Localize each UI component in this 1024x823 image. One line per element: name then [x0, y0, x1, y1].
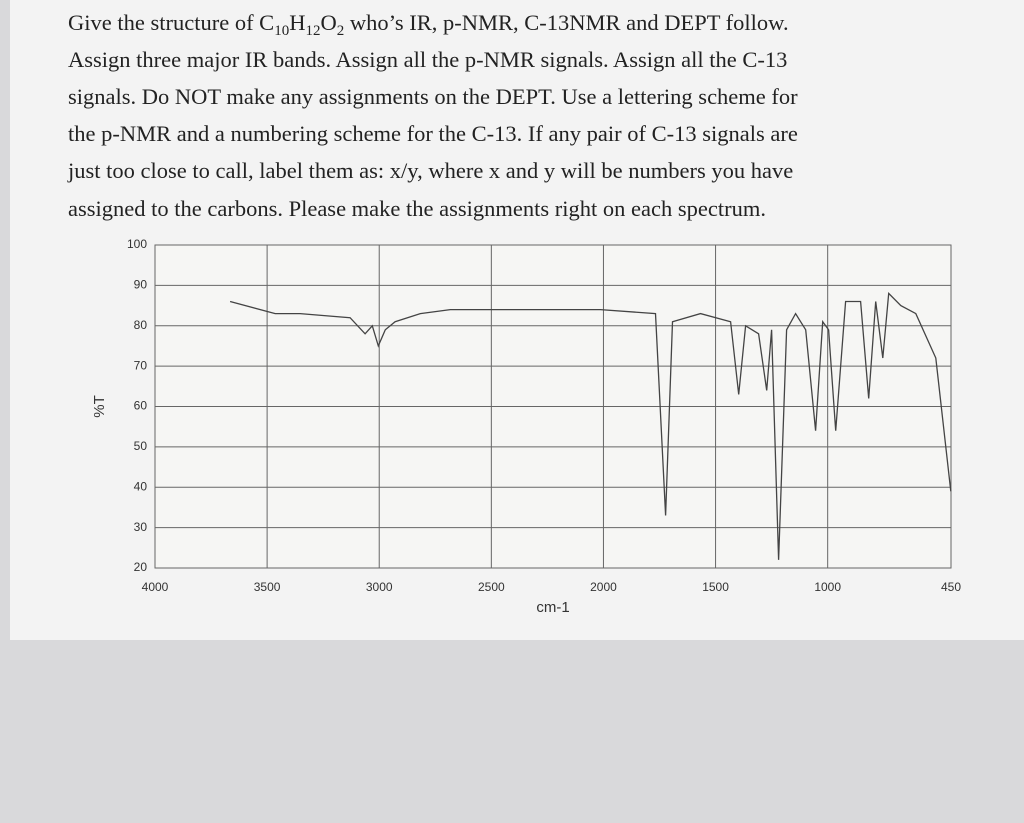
text-line: Give the structure of C10H12O2 who’s IR,… — [68, 10, 789, 39]
x-tick-label: 450 — [941, 580, 961, 594]
x-tick-label: 1000 — [814, 580, 841, 594]
y-tick-label: 60 — [134, 399, 148, 413]
text-line: signals. Do NOT make any assignments on … — [68, 84, 798, 109]
text-span: who’s IR, p-NMR, C-13NMR and DEPT follow… — [344, 10, 788, 35]
subscript: 12 — [305, 23, 320, 39]
x-axis-label: cm-1 — [536, 599, 569, 616]
y-tick-label: 20 — [134, 560, 148, 574]
ir-spectrum: 20 30 40 50 60 70 80 90 100 4000 3500 3000 2500 2000 1… — [91, 237, 961, 616]
y-tick-label: 70 — [134, 358, 148, 372]
x-tick-label: 4000 — [142, 580, 169, 594]
text-span: Give the structure of C — [68, 10, 274, 35]
subscript: 2 — [337, 23, 345, 39]
text-line: Assign three major IR bands. Assign all … — [68, 47, 787, 72]
text-line: the p-NMR and a numbering scheme for the… — [68, 121, 798, 146]
x-tick-label: 1500 — [702, 580, 729, 594]
x-tick-label: 3000 — [366, 580, 393, 594]
y-axis-label: %T — [91, 395, 108, 418]
x-tick-label: 3500 — [254, 580, 281, 594]
y-tick-label: 40 — [134, 479, 148, 493]
x-tick-label: 2000 — [590, 580, 617, 594]
spectrum-line — [229, 291, 952, 560]
y-tick-label: 50 — [134, 439, 148, 453]
subscript: 10 — [274, 23, 289, 39]
text-line: assigned to the carbons. Please make the… — [68, 196, 766, 221]
text-line: just too close to call, label them as: x… — [67, 158, 793, 183]
x-tick-label: 2500 — [478, 580, 505, 594]
y-tick-label: 100 — [127, 237, 147, 251]
y-tick-label: 30 — [134, 520, 148, 534]
text-span: O — [320, 10, 336, 35]
y-tick-label: 80 — [134, 318, 148, 332]
y-tick-label: 90 — [134, 278, 148, 292]
text-span: H — [289, 10, 305, 35]
